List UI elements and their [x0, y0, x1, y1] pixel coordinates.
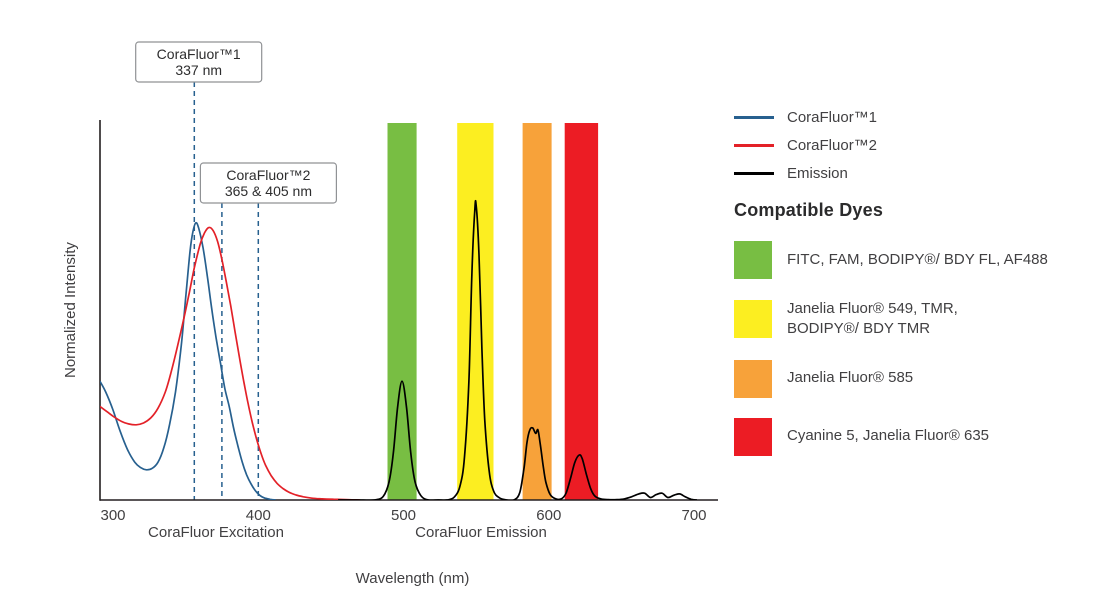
filter-band-4 — [564, 123, 599, 500]
callout-title: CoraFluor™2 — [226, 167, 310, 183]
x-tick-label: 300 — [100, 507, 125, 524]
orange-filter-swatch — [734, 359, 772, 398]
dye-item-janelia549: Janelia Fluor® 549, TMR, BODIPY®/ BDY TM… — [734, 299, 1104, 340]
callout-title: CoraFluor™1 — [157, 46, 241, 62]
callout-box — [199, 162, 337, 204]
dye-label-fitc: FITC, FAM, BODIPY®/ BDY FL, AF488 — [787, 250, 1048, 268]
filter-band-1 — [387, 123, 417, 500]
dye-item-janelia585: Janelia Fluor® 585 — [734, 359, 1104, 398]
x-axis-title: Wavelength (nm) — [355, 570, 470, 587]
legend-label-corafluor1: CoraFluor™1 — [787, 108, 878, 126]
series-curve-2 — [100, 226, 360, 500]
dye-item-fitc: FITC, FAM, BODIPY®/ BDY FL, AF488 — [734, 241, 1104, 279]
legend-label-corafluor2: CoraFluor™2 — [787, 136, 878, 154]
x-region-label-excitation: CoraFluor Excitation — [148, 524, 284, 541]
callout-value: 337 nm — [175, 62, 222, 78]
corafluor2-line-swatch — [734, 143, 774, 147]
corafluor1-line-swatch — [734, 115, 774, 119]
compatible-dyes-heading: Compatible Dyes — [734, 200, 884, 220]
legend-label-emission: Emission — [787, 164, 848, 182]
chart-legend: CoraFluor™1 CoraFluor™2 Emission Compati… — [734, 108, 1104, 456]
red-filter-swatch — [734, 417, 772, 456]
legend-item-emission: Emission — [734, 164, 1104, 182]
green-filter-swatch — [734, 241, 772, 279]
yellow-filter-swatch — [734, 300, 772, 339]
emission-line-swatch — [734, 171, 774, 175]
dye-label-cyanine5: Cyanine 5, Janelia Fluor® 635 — [787, 427, 990, 445]
x-tick-label: 400 — [246, 507, 271, 524]
x-tick-label: 600 — [536, 507, 561, 524]
legend-item-corafluor1: CoraFluor™1 — [734, 108, 1104, 126]
legend-item-corafluor2: CoraFluor™2 — [734, 136, 1104, 154]
series-curve-3 — [338, 199, 697, 500]
dye-label-janelia585: Janelia Fluor® 585 — [787, 369, 914, 387]
filter-band-2 — [457, 123, 494, 500]
callout-box — [135, 41, 263, 83]
x-tick-label: 700 — [681, 507, 706, 524]
y-axis-label: Normalized Intensity — [62, 242, 79, 378]
series-key: CoraFluor™1 CoraFluor™2 Emission — [734, 108, 1104, 182]
x-tick-label: 500 — [391, 507, 416, 524]
series-curve-1 — [100, 221, 276, 500]
dye-label-janelia549: Janelia Fluor® 549, TMR, BODIPY®/ BDY TM… — [787, 300, 958, 338]
callout-value: 365 & 405 nm — [225, 183, 312, 199]
dye-item-cyanine5: Cyanine 5, Janelia Fluor® 635 — [734, 417, 1104, 456]
x-region-label-emission: CoraFluor Emission — [415, 524, 547, 541]
